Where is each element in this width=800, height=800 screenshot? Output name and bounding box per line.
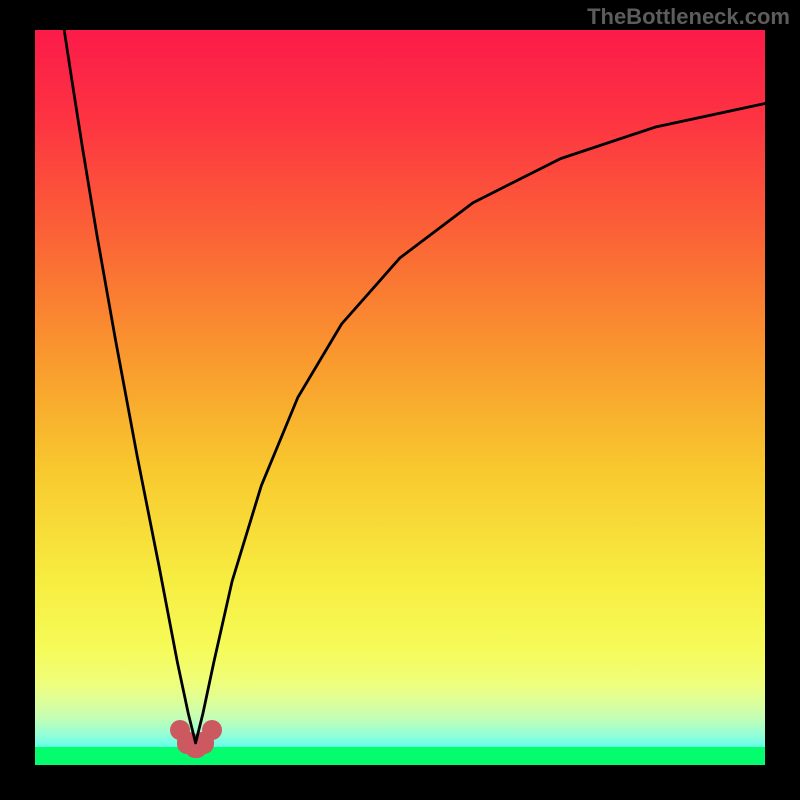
plot-area: [35, 30, 765, 765]
watermark-text: TheBottleneck.com: [587, 4, 790, 30]
chart-container: TheBottleneck.com: [0, 0, 800, 800]
bottleneck-curve: [35, 30, 765, 765]
